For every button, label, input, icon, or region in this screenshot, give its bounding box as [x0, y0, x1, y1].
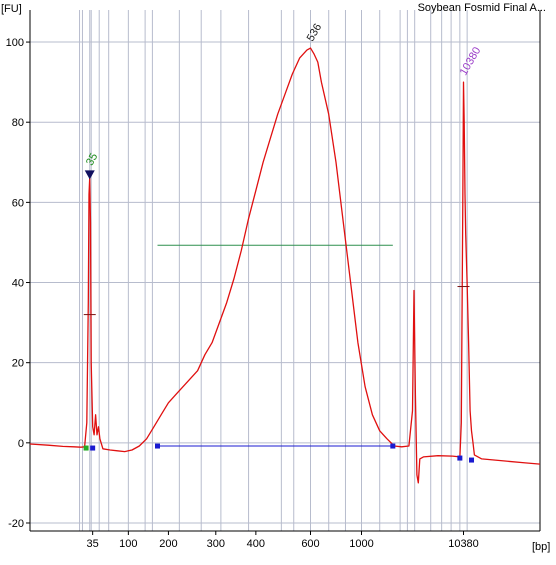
baseline-marker: [457, 455, 463, 461]
x-tick-label: 35: [87, 538, 99, 550]
x-tick-label: 600: [301, 538, 319, 550]
y-tick-label: 20: [12, 358, 24, 370]
marker-layer: [83, 443, 475, 463]
y-tick-label: -20: [8, 518, 24, 530]
x-tick-labels: 35 100 200 300 400 600 1000 10380: [87, 538, 479, 550]
baseline-marker: [469, 457, 475, 463]
y-tick-label: 80: [12, 117, 24, 129]
peak-label: 35: [84, 151, 101, 168]
x-tick-label: 300: [207, 538, 225, 550]
x-tick-label: 200: [159, 538, 177, 550]
x-tick-label: 10380: [448, 538, 479, 550]
baseline-marker: [155, 443, 160, 449]
x-tick-label: 100: [119, 538, 137, 550]
x-tick-label: 400: [247, 538, 265, 550]
y-tick-label: 40: [12, 278, 24, 290]
y-tick-label: 100: [6, 37, 24, 49]
trace-line: [29, 47, 541, 484]
y-axis-label: [FU]: [1, 3, 22, 15]
trace-layer: [29, 47, 541, 484]
y-tick-labels: -20 0 20 40 60 80 100: [6, 37, 24, 530]
chart-title: Soybean Fosmid Final A...: [418, 2, 546, 14]
x-tick-label: 1000: [349, 538, 373, 550]
peak-marker-triangle: [84, 170, 95, 180]
baseline-marker: [83, 445, 89, 451]
y-tick-label: 60: [12, 197, 24, 209]
x-axis-label: [bp]: [532, 541, 550, 553]
y-tick-label: 0: [18, 438, 24, 450]
region-bar-layer: [157, 244, 393, 447]
baseline-marker: [390, 443, 396, 449]
baseline-marker: [90, 445, 96, 451]
